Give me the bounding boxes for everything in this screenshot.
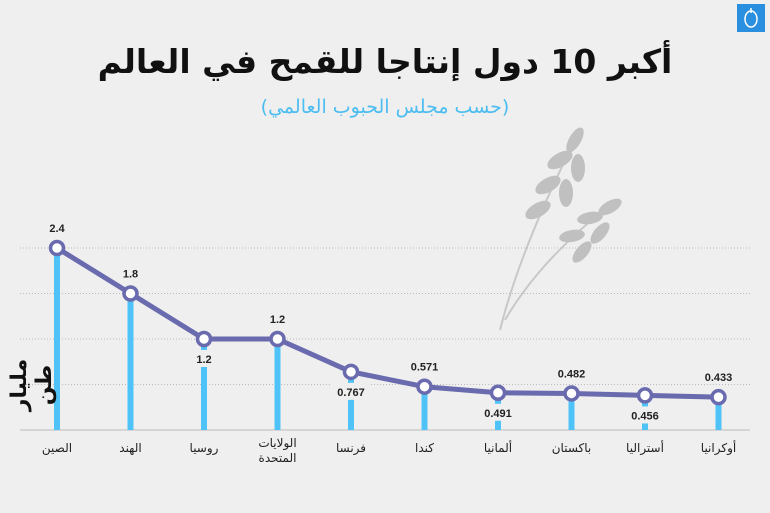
series-line xyxy=(55,245,719,400)
label-backdrop xyxy=(331,382,371,400)
x-tick-label: الصين xyxy=(41,441,73,455)
data-label: 0.767 xyxy=(337,387,365,399)
data-point xyxy=(636,387,654,404)
bar xyxy=(715,397,722,430)
data-point xyxy=(489,384,507,402)
chart-title: أكبر 10 دول إنتاجا للقمح في العالم xyxy=(97,42,673,81)
data-label: 0.456 xyxy=(631,410,659,422)
data-label: 1.8 xyxy=(123,269,138,281)
data-point xyxy=(710,388,727,406)
data-point xyxy=(269,330,286,348)
data-label: 0.491 xyxy=(484,408,512,420)
bar xyxy=(274,339,281,430)
x-tick-label: فرنسا xyxy=(335,441,367,455)
data-point xyxy=(122,285,139,302)
bar xyxy=(568,393,575,430)
data-label: 0.571 xyxy=(411,362,439,374)
data-label: 0.482 xyxy=(558,368,586,380)
x-tick-label: أوكرانيا xyxy=(700,441,737,455)
x-tick-label: الهند xyxy=(119,441,142,455)
label-backdrop xyxy=(478,403,518,421)
bar xyxy=(54,248,60,430)
aljazeera-logo xyxy=(737,4,765,32)
bar xyxy=(127,293,134,430)
data-label: 1.2 xyxy=(270,314,285,326)
label-backdrop xyxy=(184,350,224,367)
y-axis-label: مليار طن xyxy=(7,358,57,412)
data-point xyxy=(563,385,580,402)
x-tick-label: روسيا xyxy=(189,441,219,455)
data-label: 0.433 xyxy=(705,372,733,384)
bar xyxy=(421,386,428,430)
data-point xyxy=(416,378,433,395)
x-tick-label: ألمانيا xyxy=(483,441,513,455)
chart-subtitle: (حسب مجلس الحبوب العالمي) xyxy=(260,96,510,118)
data-label: 1.2 xyxy=(196,354,211,366)
label-backdrop xyxy=(625,406,665,424)
wheat-illustration xyxy=(499,127,622,331)
logo-icon xyxy=(744,8,758,28)
bar xyxy=(348,371,354,430)
x-tick-label: باكستان xyxy=(551,441,592,455)
data-point xyxy=(48,239,66,257)
x-tick-label: أستراليا xyxy=(626,441,664,455)
x-tick-label: كندا xyxy=(415,441,434,455)
data-point xyxy=(342,363,360,381)
data-point xyxy=(195,330,213,348)
data-label: 2.4 xyxy=(49,223,65,235)
x-tick-label: الولايات المتحدة xyxy=(258,436,297,465)
bar xyxy=(201,339,207,430)
